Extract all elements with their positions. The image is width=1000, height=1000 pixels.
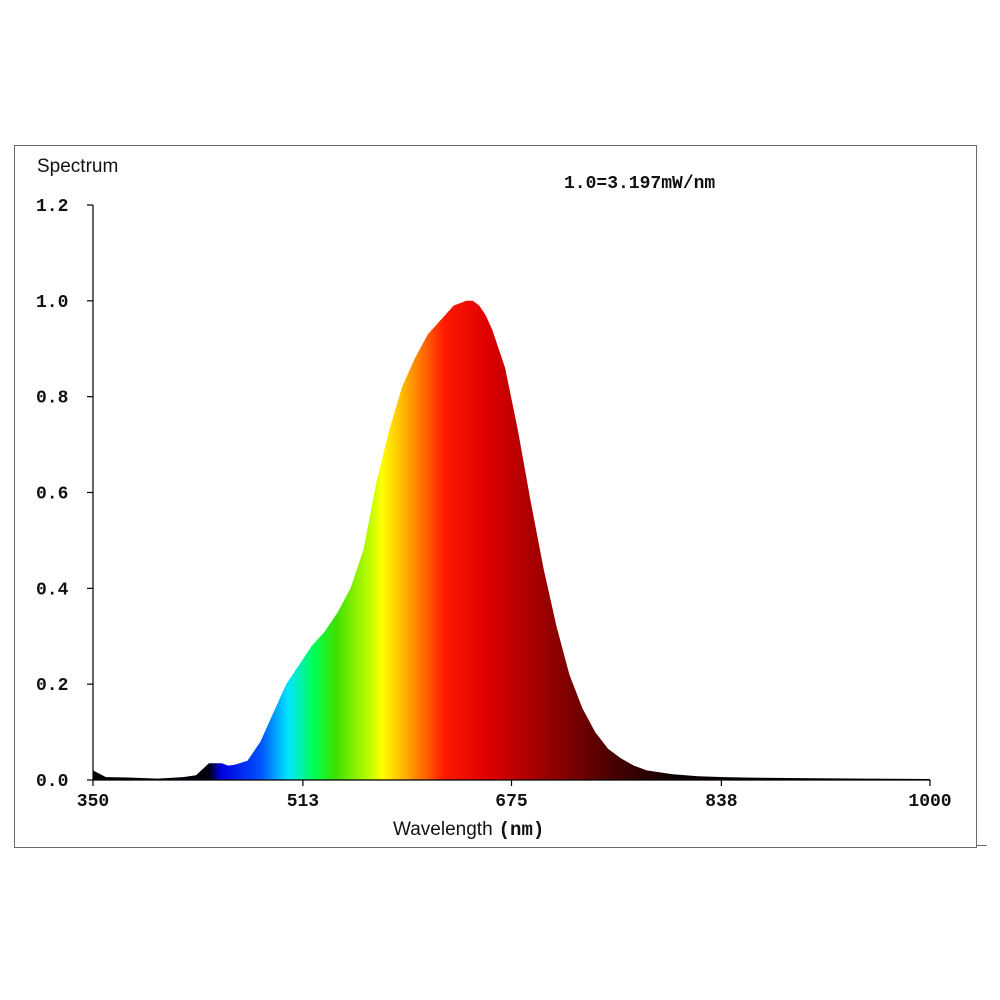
x-tick-label: 1000 bbox=[908, 792, 951, 812]
x-axis-label-unit: (nm) bbox=[499, 819, 545, 841]
x-tick-label: 350 bbox=[77, 792, 109, 812]
x-axis-label: Wavelength (nm) bbox=[393, 819, 544, 841]
y-ticks: 0.0 0.2 0.4 0.6 0.8 1.0 1.2 bbox=[36, 197, 93, 792]
x-tick-label: 513 bbox=[287, 792, 319, 812]
y-tick-label: 1.0 bbox=[36, 293, 68, 313]
chart-title: Spectrum bbox=[37, 156, 118, 177]
scale-annotation: 1.0=3.197mW/nm bbox=[564, 174, 715, 194]
y-tick-label: 0.8 bbox=[36, 389, 68, 409]
x-tick-label: 838 bbox=[705, 792, 737, 812]
y-tick-label: 0.2 bbox=[36, 676, 68, 696]
y-tick-label: 0.4 bbox=[36, 580, 69, 600]
x-ticks: 350 513 675 838 1000 bbox=[77, 780, 952, 812]
x-tick-label: 675 bbox=[495, 792, 527, 812]
y-tick-label: 0.6 bbox=[36, 485, 68, 505]
frame-corner-tick bbox=[977, 845, 987, 846]
x-axis-label-text: Wavelength bbox=[393, 819, 493, 840]
y-tick-label: 0.0 bbox=[36, 772, 68, 792]
spectrum-area bbox=[93, 300, 930, 780]
y-tick-label: 1.2 bbox=[36, 197, 68, 217]
